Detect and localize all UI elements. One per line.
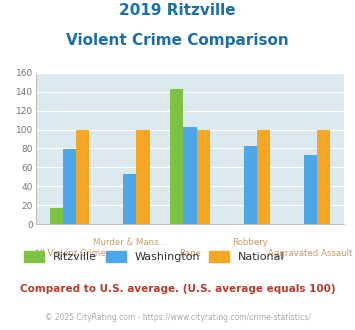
Bar (123, 174, 136, 224)
Text: Compared to U.S. average. (U.S. average equals 100): Compared to U.S. average. (U.S. average … (20, 284, 335, 294)
Bar (136, 129, 149, 224)
Text: Robbery: Robbery (232, 238, 268, 247)
Bar (244, 146, 257, 224)
Text: All Violent Crime: All Violent Crime (34, 249, 105, 258)
Bar (50, 208, 63, 224)
Text: 2019 Ritzville: 2019 Ritzville (119, 3, 236, 18)
Bar (197, 129, 210, 224)
Bar (63, 149, 76, 224)
Bar (76, 129, 89, 224)
Text: Violent Crime Comparison: Violent Crime Comparison (66, 33, 289, 48)
Text: © 2025 CityRating.com - https://www.cityrating.com/crime-statistics/: © 2025 CityRating.com - https://www.city… (45, 314, 310, 322)
Bar (257, 129, 270, 224)
Bar (317, 129, 330, 224)
Text: Aggravated Assault: Aggravated Assault (268, 249, 353, 258)
Legend: Ritzville, Washington, National: Ritzville, Washington, National (20, 247, 289, 267)
Bar (304, 155, 317, 224)
Text: Rape: Rape (179, 249, 201, 258)
Text: Murder & Mans...: Murder & Mans... (93, 238, 166, 247)
Bar (183, 127, 197, 224)
Bar (170, 89, 183, 224)
